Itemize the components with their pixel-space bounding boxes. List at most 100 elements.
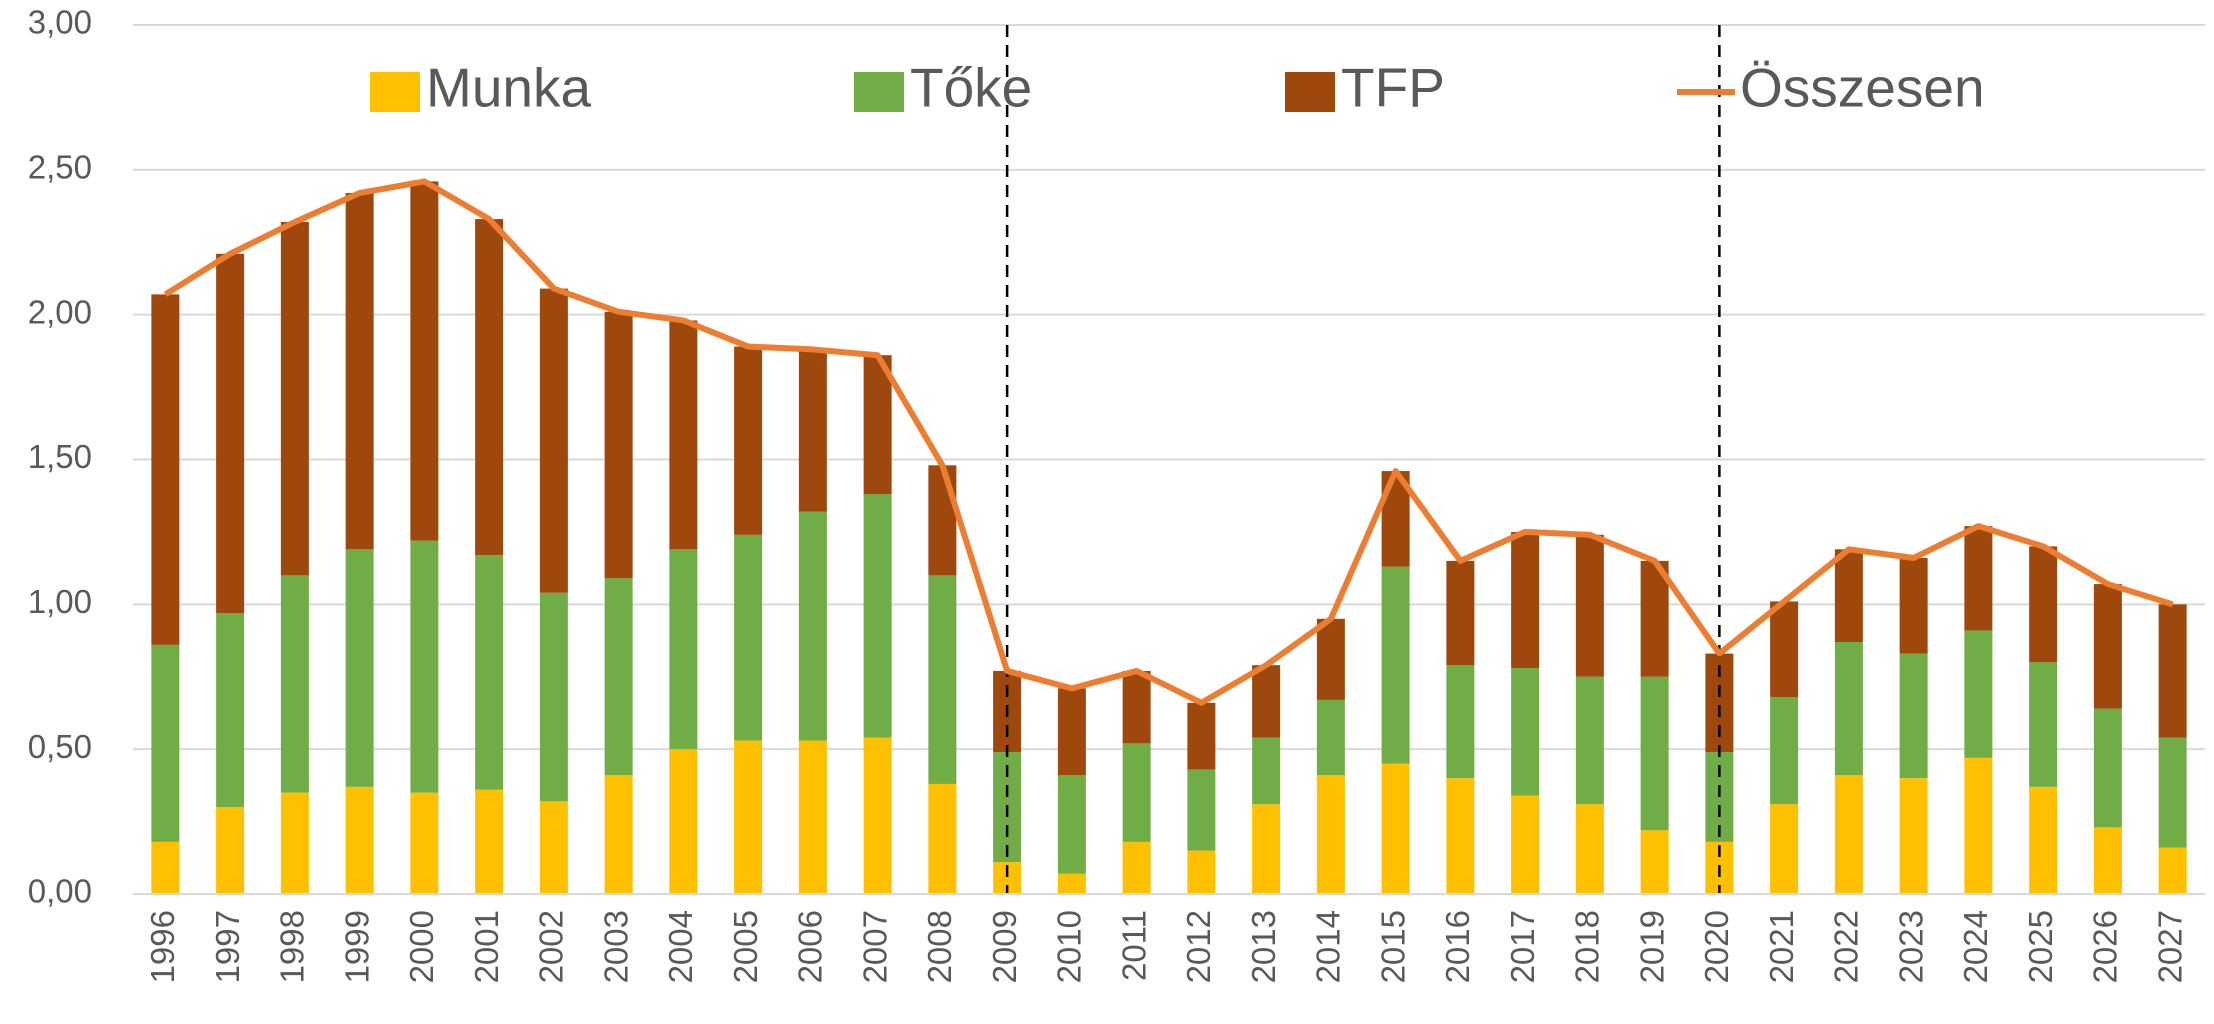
bar-segment <box>798 349 827 512</box>
bar-segment <box>1834 641 1863 776</box>
legend-swatch <box>854 72 904 112</box>
bar-segment <box>1575 534 1604 677</box>
bar-segment <box>1575 804 1604 894</box>
bar-segment <box>1834 549 1863 642</box>
legend-label: TFP <box>1341 57 1445 119</box>
x-tick-label: 2017 <box>1504 910 1541 983</box>
bar-segment <box>1770 804 1799 894</box>
bar-segment <box>539 288 568 593</box>
x-tick-label: 2024 <box>1957 910 1994 983</box>
bar-segment <box>1057 873 1086 894</box>
bar-segment <box>1187 850 1216 894</box>
x-tick-label: 2016 <box>1439 910 1476 983</box>
bar-segment <box>1899 557 1928 654</box>
bar-segment <box>280 575 309 793</box>
total-line <box>163 178 2174 706</box>
bar-segment <box>1511 795 1540 894</box>
bar-segment <box>669 320 698 550</box>
bar-segment <box>2093 584 2122 709</box>
bar-segment <box>1252 665 1281 738</box>
bar-segment <box>1122 670 1151 744</box>
x-tick-label: 2010 <box>1051 910 1088 983</box>
x-tick-label: 2023 <box>1892 910 1929 983</box>
bar-segment <box>280 792 309 894</box>
bar-segment <box>151 294 180 645</box>
bar-segment <box>475 789 504 894</box>
y-tick-label: 1,50 <box>28 438 92 475</box>
bar-segment <box>863 737 892 894</box>
x-tick-label: 2020 <box>1698 910 1735 983</box>
bar-segment <box>2158 847 2187 894</box>
bar-segment <box>539 592 568 802</box>
bar-segment <box>1899 653 1928 779</box>
legend-label: Összesen <box>1740 57 1985 119</box>
bar-segment <box>604 775 633 894</box>
x-tick-label: 1996 <box>144 910 181 983</box>
bar-segment <box>798 511 827 741</box>
x-tick-label: 2015 <box>1374 910 1411 983</box>
bar-segment <box>928 783 957 894</box>
bar-segment <box>2029 546 2058 663</box>
x-tick-label: 1997 <box>209 910 246 983</box>
bar-segment <box>798 740 827 894</box>
bar-segment <box>216 253 245 614</box>
bar-segment <box>1899 778 1928 894</box>
x-tick-label: 2025 <box>2022 910 2059 983</box>
bar-segment <box>669 549 698 750</box>
x-tick-label: 2011 <box>1115 910 1152 981</box>
bar-segment <box>1057 775 1086 874</box>
bar-segment <box>1316 775 1345 894</box>
x-tick-label: 1998 <box>274 910 311 983</box>
x-tick-label: 2003 <box>597 910 634 983</box>
bar-segment <box>345 786 374 894</box>
y-tick-label: 0,00 <box>28 873 92 910</box>
bar-segment <box>410 792 439 894</box>
bar-segment <box>928 465 957 576</box>
bar-segment <box>1252 804 1281 894</box>
bar-segment <box>280 221 309 576</box>
bar-segment <box>1381 566 1410 764</box>
bar-segment <box>216 807 245 894</box>
bar-segment <box>669 749 698 894</box>
bar-segment <box>2029 786 2058 894</box>
bar-segment <box>2093 708 2122 828</box>
x-tick-label: 2026 <box>2087 910 2124 983</box>
x-tick-label: 2013 <box>1245 910 1282 983</box>
bar-segment <box>345 193 374 550</box>
bar-segment <box>2029 662 2058 787</box>
bar-segment <box>734 534 763 741</box>
bar-segment <box>2158 604 2187 738</box>
bar-segment <box>2158 737 2187 848</box>
bar-segment <box>1770 601 1799 698</box>
legend-label: Munka <box>426 57 591 119</box>
bar-segment <box>345 549 374 787</box>
bar-segment <box>1511 531 1540 669</box>
bar-segment <box>1964 757 1993 894</box>
bar-segment <box>1187 769 1216 851</box>
x-tick-label: 1999 <box>338 910 375 983</box>
bar-segment <box>539 801 568 894</box>
bar-segment <box>1187 702 1216 770</box>
x-tick-label: 2006 <box>792 910 829 983</box>
x-tick-label: 2001 <box>468 910 505 983</box>
bar-segment <box>1640 830 1669 894</box>
bar-segment <box>475 219 504 556</box>
bar-segment <box>1446 665 1475 779</box>
bar-segment <box>928 575 957 784</box>
bar-segment <box>1640 560 1669 677</box>
bar-segment <box>1122 841 1151 894</box>
bar-segment <box>1316 618 1345 700</box>
bar-segment <box>216 613 245 808</box>
x-tick-label: 2002 <box>533 910 570 983</box>
legend-swatch <box>370 72 420 112</box>
bar-segment <box>151 644 180 842</box>
bar-segment <box>1446 778 1475 894</box>
bar-segment <box>734 740 763 894</box>
bar-segment <box>1316 699 1345 776</box>
bar-segment <box>1252 737 1281 805</box>
bar-segment <box>604 311 633 579</box>
bar-segment <box>410 181 439 541</box>
bar-segment <box>1770 697 1799 805</box>
x-tick-label: 2018 <box>1569 910 1606 983</box>
